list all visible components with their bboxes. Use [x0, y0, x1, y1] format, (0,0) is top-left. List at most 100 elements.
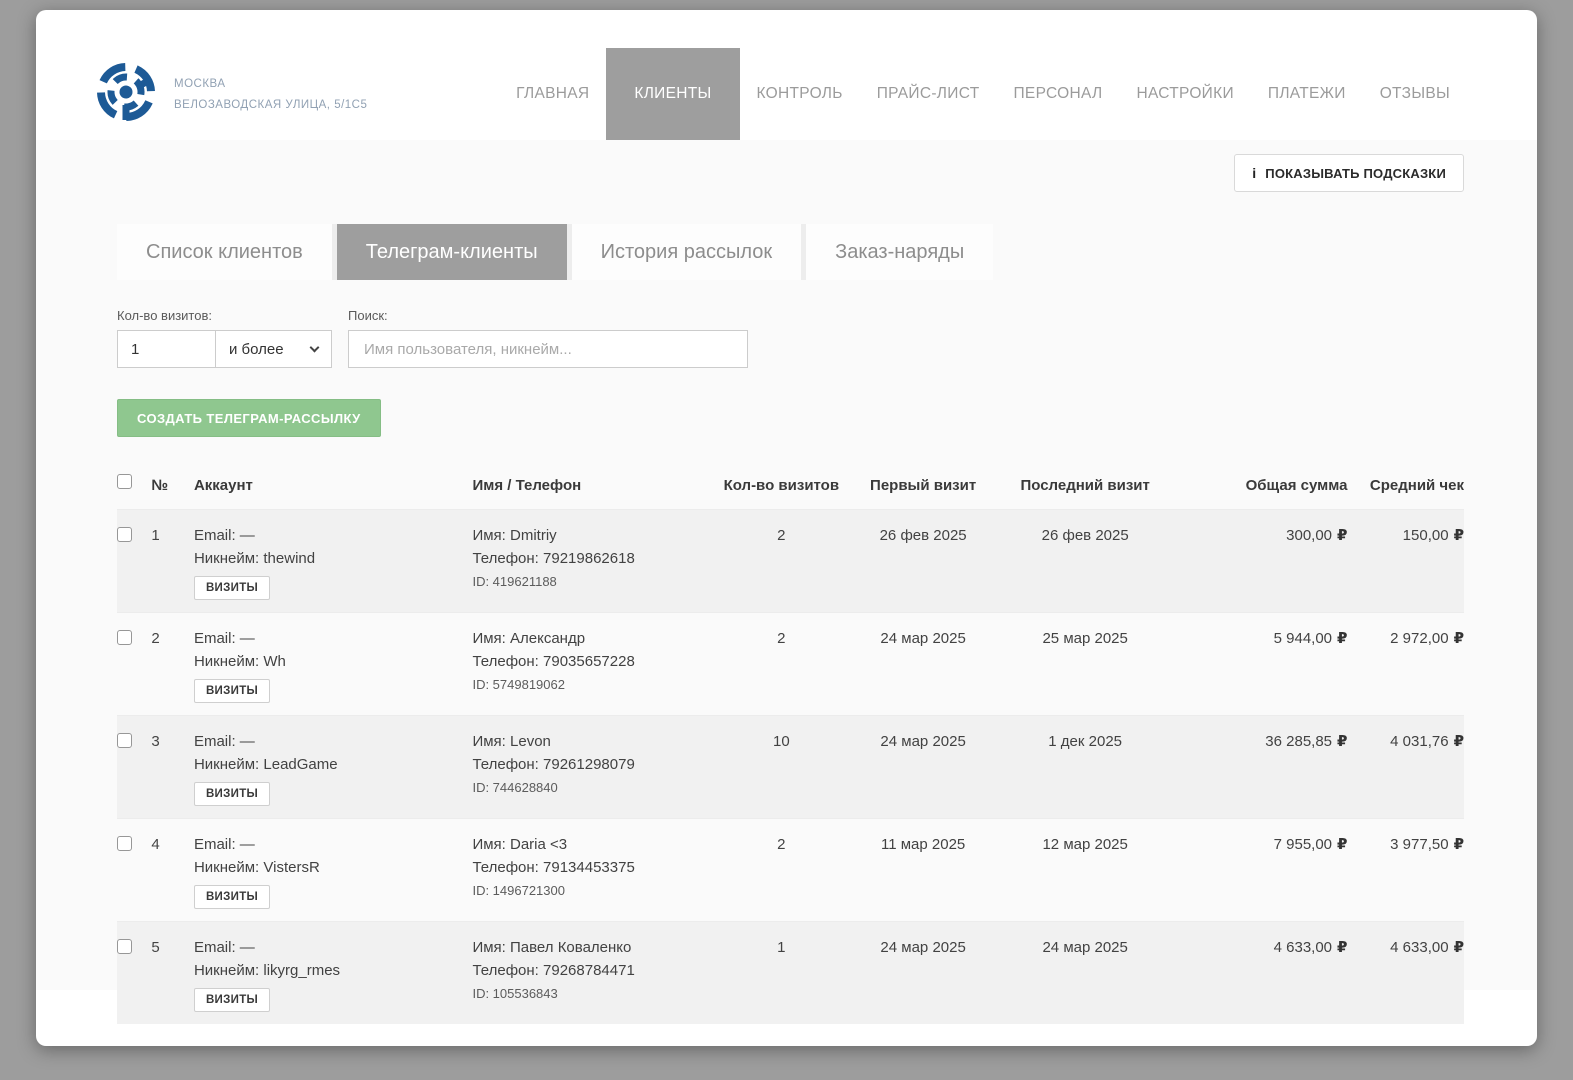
row-checkbox[interactable] — [117, 939, 132, 954]
row-first-visit: 24 мар 2025 — [880, 939, 966, 956]
content: i ПОКАЗЫВАТЬ ПОДСКАЗКИ Список клиентов Те… — [36, 140, 1537, 1024]
row-checkbox[interactable] — [117, 733, 132, 748]
row-checkbox[interactable] — [117, 630, 132, 645]
company-logo-icon — [94, 61, 158, 128]
row-number: 5 — [151, 939, 160, 956]
row-name: Имя: Dmitriy — [472, 527, 557, 544]
table-row: 3 Email: — Никнейм: LeadGame ВИЗИТЫ Имя: Lev… — [117, 715, 1464, 819]
row-number: 3 — [151, 733, 160, 750]
chevron-down-icon — [309, 342, 320, 352]
brand-address: ВЕЛОЗАВОДСКАЯ УЛИЦА, 5/1С5 — [174, 98, 368, 111]
ruble-sign: ₽ — [1337, 939, 1348, 956]
visits-button[interactable]: ВИЗИТЫ — [193, 988, 271, 1012]
column-header: Имя / Телефон — [472, 477, 582, 494]
nav-item-payments[interactable]: ПЛАТЕЖИ — [1267, 85, 1346, 102]
row-nickname: Никнейм: Wh — [193, 653, 286, 670]
ruble-sign: ₽ — [1337, 733, 1348, 750]
row-id: ID: 419621188 — [472, 574, 557, 589]
row-number: 4 — [151, 836, 160, 853]
row-name: Имя: Levon — [472, 733, 551, 750]
row-avg-check: 150,00 ₽ — [1402, 527, 1464, 544]
table-header-row: № Аккаунт Имя / Телефон Кол-во визитов Первы… — [117, 471, 1464, 510]
row-phone: Телефон: 79261298079 — [472, 756, 635, 773]
visits-mode-select[interactable]: и более — [215, 330, 332, 368]
row-total-sum: 4 633,00 ₽ — [1273, 939, 1348, 956]
row-last-visit: 25 мар 2025 — [1042, 630, 1128, 647]
row-visits-count: 10 — [773, 733, 790, 750]
row-checkbox[interactable] — [117, 527, 132, 542]
nav-item-control[interactable]: КОНТРОЛЬ — [756, 85, 843, 102]
nav-item-home[interactable]: ГЛАВНАЯ — [516, 85, 590, 102]
row-total-sum: 300,00 ₽ — [1286, 527, 1348, 544]
row-last-visit: 24 мар 2025 — [1042, 939, 1128, 956]
main-nav: ГЛАВНАЯ КЛИЕНТЫ КОНТРОЛЬ ПРАЙС-ЛИСТ ПЕРСОНАЛ… — [499, 48, 1467, 140]
nav-item-clients[interactable]: КЛИЕНТЫ — [606, 48, 740, 140]
row-first-visit: 24 мар 2025 — [880, 733, 966, 750]
row-email: Email: — — [193, 939, 255, 956]
search-input[interactable] — [348, 330, 748, 368]
row-nickname: Никнейм: VistersR — [193, 859, 320, 876]
row-nickname: Никнейм: thewind — [193, 550, 316, 567]
create-row: СОЗДАТЬ ТЕЛЕГРАМ-РАССЫЛКУ — [117, 399, 1464, 437]
tab-mailing-history[interactable]: История рассылок — [571, 224, 802, 280]
tab-telegram-clients[interactable]: Телеграм-клиенты — [336, 224, 567, 280]
brand: МОСКВА ВЕЛОЗАВОДСКАЯ УЛИЦА, 5/1С5 — [94, 48, 367, 140]
table-row: 1 Email: — Никнейм: thewind ВИЗИТЫ Имя: Dmit… — [117, 509, 1464, 613]
visits-filter: Кол-во визитов: и более — [117, 308, 332, 368]
column-header: Средний чек — [1369, 477, 1464, 494]
visits-button[interactable]: ВИЗИТЫ — [193, 576, 271, 600]
tab-work-orders[interactable]: Заказ-наряды — [806, 224, 994, 280]
row-email: Email: — — [193, 630, 255, 647]
row-visits-count: 1 — [777, 939, 786, 956]
column-header: Общая сумма — [1245, 477, 1348, 494]
show-hints-button[interactable]: i ПОКАЗЫВАТЬ ПОДСКАЗКИ — [1234, 154, 1464, 192]
ruble-sign: ₽ — [1453, 836, 1464, 853]
table-row: 5 Email: — Никнейм: likyrg_rmes ВИЗИТЫ Имя: … — [117, 921, 1464, 1024]
row-phone: Телефон: 79035657228 — [472, 653, 635, 670]
filters: Кол-во визитов: и более Поиск: — [117, 308, 1464, 368]
row-nickname: Никнейм: LeadGame — [193, 756, 338, 773]
row-total-sum: 7 955,00 ₽ — [1273, 836, 1348, 853]
info-icon: i — [1252, 165, 1257, 181]
brand-text: МОСКВА ВЕЛОЗАВОДСКАЯ УЛИЦА, 5/1С5 — [174, 78, 367, 111]
tab-client-list[interactable]: Список клиентов — [117, 224, 332, 280]
show-hints-label: ПОКАЗЫВАТЬ ПОДСКАЗКИ — [1265, 165, 1446, 181]
ruble-sign: ₽ — [1453, 630, 1464, 647]
nav-item-staff[interactable]: ПЕРСОНАЛ — [1013, 85, 1103, 102]
row-id: ID: 105536843 — [472, 986, 558, 1001]
ruble-sign: ₽ — [1337, 527, 1348, 544]
row-total-sum: 5 944,00 ₽ — [1273, 630, 1348, 647]
row-number: 2 — [151, 630, 160, 647]
search-filter-label: Поиск: — [348, 308, 388, 323]
tabs: Список клиентов Телеграм-клиенты История р… — [117, 224, 994, 280]
row-last-visit: 26 фев 2025 — [1041, 527, 1129, 544]
row-first-visit: 24 мар 2025 — [880, 630, 966, 647]
visits-button[interactable]: ВИЗИТЫ — [193, 679, 271, 703]
visits-button[interactable]: ВИЗИТЫ — [193, 782, 271, 806]
row-phone: Телефон: 79268784471 — [472, 962, 635, 979]
column-header: Аккаунт — [193, 477, 253, 494]
nav-item-reviews[interactable]: ОТЗЫВЫ — [1379, 85, 1450, 102]
row-total-sum: 36 285,85 ₽ — [1265, 733, 1348, 750]
row-id: ID: 1496721300 — [472, 883, 565, 898]
table-row: 2 Email: — Никнейм: Wh ВИЗИТЫ Имя: Александр… — [117, 612, 1464, 716]
row-email: Email: — — [193, 527, 255, 544]
row-avg-check: 4 031,76 ₽ — [1390, 733, 1464, 750]
row-checkbox[interactable] — [117, 836, 132, 851]
row-first-visit: 11 мар 2025 — [880, 836, 966, 853]
ruble-sign: ₽ — [1453, 527, 1464, 544]
nav-item-price-list[interactable]: ПРАЙС-ЛИСТ — [876, 85, 980, 102]
table-row: 4 Email: — Никнейм: VistersR ВИЗИТЫ Имя: Dar… — [117, 818, 1464, 922]
row-id: ID: 744628840 — [472, 780, 558, 795]
column-header: Кол-во визитов — [723, 477, 840, 494]
visits-mode-value: и более — [229, 340, 284, 358]
select-all-checkbox[interactable] — [117, 474, 132, 489]
row-email: Email: — — [193, 836, 255, 853]
nav-item-settings[interactable]: НАСТРОЙКИ — [1136, 85, 1234, 102]
column-header: Первый визит — [870, 477, 977, 494]
clients-table: № Аккаунт Имя / Телефон Кол-во визитов Первы… — [117, 471, 1464, 1024]
create-telegram-mailing-button[interactable]: СОЗДАТЬ ТЕЛЕГРАМ-РАССЫЛКУ — [117, 399, 381, 437]
visits-count-input[interactable] — [117, 330, 215, 368]
visits-button[interactable]: ВИЗИТЫ — [193, 885, 271, 909]
row-phone: Телефон: 79219862618 — [472, 550, 635, 567]
